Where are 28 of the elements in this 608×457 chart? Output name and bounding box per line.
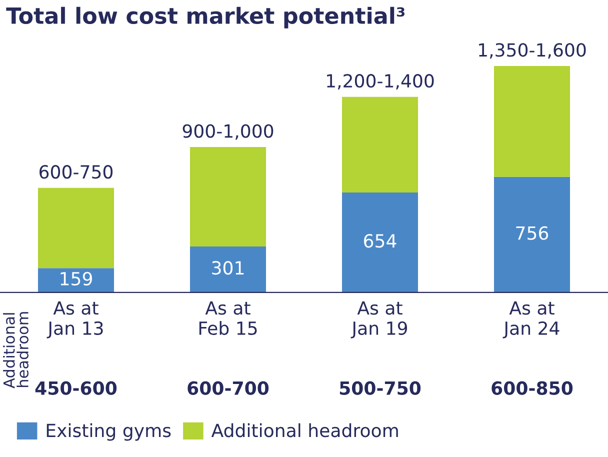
bar — [494, 66, 570, 177]
total-label: 900-1,000 — [182, 124, 274, 140]
bar — [342, 96, 418, 192]
chart-title: Total low cost market potential³ — [6, 6, 405, 28]
total-label: 1,200-1,400 — [327, 74, 434, 90]
text: 450-600 — [35, 381, 117, 395]
data-label: 654 — [364, 234, 396, 248]
text: Additional headroom — [3, 312, 28, 388]
bar — [190, 246, 266, 292]
data-label: 756 — [516, 226, 548, 240]
bar — [38, 188, 114, 268]
bar — [494, 176, 570, 292]
x-tick-label: As at Jan 13 — [46, 301, 103, 338]
x-tick-label: As at Jan 24 — [502, 301, 560, 338]
total-label: 1,350-1,600 — [479, 43, 586, 59]
legend-label: Additional headroom — [211, 423, 398, 438]
bar — [38, 268, 114, 292]
data-label: 159 — [60, 272, 92, 286]
data-label: 301 — [212, 261, 244, 275]
legend-label: Existing gyms — [46, 423, 171, 441]
total-label: 600-750 — [40, 165, 113, 179]
x-tick-label: As at Jan 19 — [350, 301, 408, 338]
bar — [342, 192, 418, 292]
text: 600-700 — [188, 381, 269, 395]
x-tick-label: As at Feb 15 — [199, 301, 257, 336]
bar — [190, 147, 266, 246]
text: 600-850 — [492, 381, 573, 395]
text: 500-750 — [340, 381, 421, 395]
